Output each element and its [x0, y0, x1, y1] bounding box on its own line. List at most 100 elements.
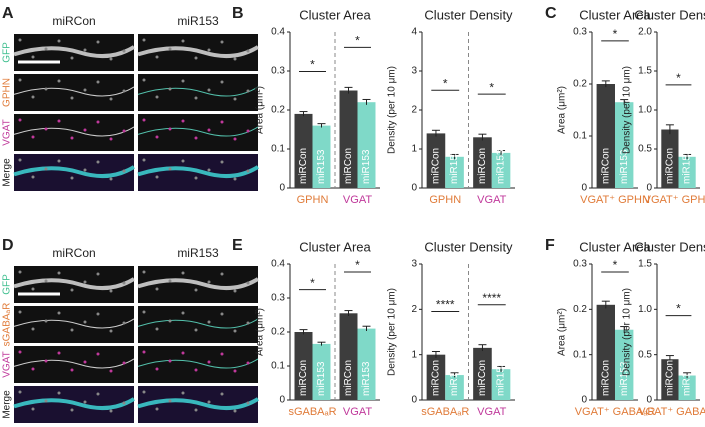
micrograph — [14, 114, 134, 151]
puncta — [155, 55, 159, 59]
row-label: GPHN — [2, 78, 13, 107]
significance-label: * — [613, 258, 618, 272]
y-axis-label: Area (μm²) — [557, 86, 568, 134]
puncta — [142, 38, 146, 42]
puncta — [220, 40, 224, 44]
bar — [678, 156, 696, 188]
puncta — [246, 49, 250, 53]
puncta — [70, 136, 74, 140]
puncta — [207, 128, 211, 132]
puncta — [57, 79, 61, 83]
x-tick-label: VGAT — [477, 194, 506, 206]
y-tick-label: 0.5 — [638, 144, 652, 155]
puncta — [155, 327, 159, 331]
chart-title: Cluster Density — [634, 239, 705, 254]
puncta — [142, 270, 146, 274]
significance-label: * — [355, 34, 360, 48]
puncta — [220, 160, 224, 164]
bar-series-label: miRCon — [431, 148, 442, 184]
y-tick-label: 1.5 — [638, 259, 652, 270]
bar — [339, 90, 358, 188]
puncta — [155, 287, 159, 291]
puncta — [168, 167, 172, 171]
y-tick-label: 1.0 — [638, 105, 652, 116]
micrograph — [14, 306, 134, 343]
y-tick-label: 4 — [411, 27, 417, 38]
puncta — [220, 80, 224, 84]
puncta — [96, 120, 100, 124]
puncta — [109, 329, 113, 333]
x-tick-label: sGABAₐR — [288, 406, 336, 418]
chart-title: Cluster Density — [634, 7, 705, 22]
micrograph — [138, 74, 258, 111]
puncta — [233, 57, 237, 61]
significance-label: **** — [436, 298, 455, 312]
puncta — [70, 288, 74, 292]
column-label: miRCon — [52, 14, 95, 28]
puncta — [207, 280, 211, 284]
puncta — [44, 167, 48, 171]
row-label: GFP — [2, 274, 13, 295]
puncta — [220, 352, 224, 356]
puncta — [18, 310, 22, 314]
dendrite — [13, 358, 135, 369]
bar-series-label: miR153 — [619, 149, 630, 184]
bar-series-label: miR153 — [316, 361, 327, 396]
puncta — [233, 97, 237, 101]
bar — [426, 133, 446, 188]
puncta — [194, 408, 198, 412]
puncta — [155, 175, 159, 179]
puncta — [142, 350, 146, 354]
y-tick-label: 1.5 — [638, 66, 652, 77]
dendrite — [137, 318, 259, 329]
panel-letter: C — [545, 5, 557, 22]
chart-title: Cluster Area — [299, 7, 371, 22]
puncta — [246, 361, 250, 365]
y-tick-label: 0.2 — [573, 304, 587, 315]
puncta — [168, 47, 172, 51]
panel-letter: B — [232, 5, 244, 22]
bar — [357, 102, 376, 188]
puncta — [233, 369, 237, 373]
row-label: VGAT — [2, 351, 13, 377]
puncta — [122, 129, 126, 133]
x-tick-label: VGAT — [343, 406, 372, 418]
bar-series-label: miRCon — [431, 360, 442, 396]
y-tick-label: 0.3 — [573, 27, 587, 38]
puncta — [233, 289, 237, 293]
y-axis-label: Area (μm²) — [255, 86, 266, 134]
y-tick-label: 0.1 — [271, 361, 285, 372]
puncta — [142, 310, 146, 314]
puncta — [122, 49, 126, 53]
puncta — [44, 279, 48, 283]
puncta — [44, 359, 48, 363]
row-label: sGABAₐR — [2, 303, 13, 347]
dendrite — [137, 277, 260, 291]
puncta — [44, 127, 48, 131]
puncta — [96, 160, 100, 164]
puncta — [246, 169, 250, 173]
bar — [312, 343, 331, 400]
puncta — [44, 87, 48, 91]
puncta — [194, 56, 198, 60]
bar-series-label: miR153 — [682, 361, 693, 396]
puncta — [194, 328, 198, 332]
dendrite — [137, 358, 259, 369]
puncta — [155, 135, 159, 139]
puncta — [207, 168, 211, 172]
puncta — [96, 80, 100, 84]
bar-series-label: miR153 — [361, 361, 372, 396]
x-tick-label: GPHN — [297, 194, 329, 206]
puncta — [18, 390, 22, 394]
y-tick-label: 0.5 — [638, 349, 652, 360]
bar — [615, 329, 634, 400]
bar — [339, 313, 358, 400]
y-axis-label: Area (μm²) — [255, 308, 266, 356]
dendrite — [137, 126, 259, 137]
y-axis-label: Density (per 10 μm) — [387, 288, 398, 376]
puncta — [70, 96, 74, 100]
puncta — [44, 47, 48, 51]
puncta — [96, 40, 100, 44]
